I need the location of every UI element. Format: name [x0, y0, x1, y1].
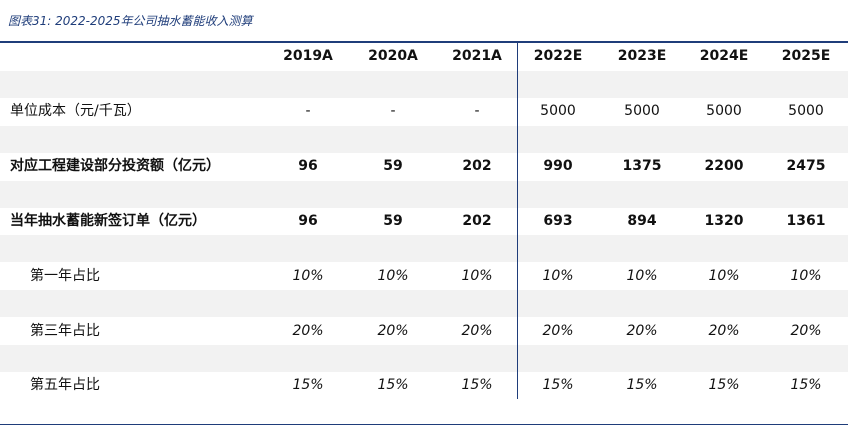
- cell: 5000: [624, 103, 660, 120]
- bottom-rule: [0, 424, 848, 425]
- column-header: 2019A: [283, 48, 333, 64]
- divider: [517, 43, 518, 399]
- cell: 2475: [786, 158, 826, 175]
- cell: 990: [543, 158, 573, 175]
- column-header: 2025E: [781, 48, 831, 64]
- column-header: 2021A: [452, 48, 502, 64]
- row-shade: [0, 180, 848, 208]
- cell: 20%: [790, 322, 822, 339]
- column-header: 2024E: [699, 48, 749, 64]
- cell: 10%: [461, 267, 493, 284]
- title: 图表31: 2022-2025年公司抽水蓄能收入测算: [8, 14, 253, 28]
- cell: 10%: [292, 267, 324, 284]
- row-shade: [0, 235, 848, 263]
- cell: 96: [298, 213, 318, 229]
- cell: 1320: [704, 213, 744, 229]
- cell: 5000: [706, 103, 742, 120]
- row-shade: [0, 71, 848, 98]
- row-shade: [0, 125, 848, 153]
- cell: 15%: [542, 377, 574, 394]
- row-label: 对应工程建设部分投资额（亿元）: [10, 158, 220, 175]
- cell: 202: [462, 158, 492, 175]
- cell: 2200: [704, 158, 744, 175]
- row-label: 单位成本（元/千瓦）: [10, 103, 141, 120]
- top-rule: [0, 41, 848, 43]
- row-label: 第一年占比: [30, 267, 100, 284]
- cell: 20%: [626, 322, 658, 339]
- cell: 10%: [790, 267, 822, 284]
- cell: 59: [383, 213, 403, 229]
- cell: 20%: [461, 322, 493, 339]
- cell: 693: [543, 213, 573, 229]
- cell: 96: [298, 158, 318, 175]
- cell: 15%: [292, 377, 324, 394]
- row-label: 当年抽水蓄能新签订单（亿元）: [10, 213, 206, 229]
- cell: 202: [462, 213, 492, 229]
- cell: 5000: [788, 103, 824, 120]
- cell: 1361: [786, 213, 826, 229]
- cell: 20%: [542, 322, 574, 339]
- cell: 5000: [540, 103, 576, 120]
- row-label: 第三年占比: [30, 322, 100, 339]
- cell: 10%: [708, 267, 740, 284]
- cell: 15%: [377, 377, 409, 394]
- column-header: 2022E: [533, 48, 583, 64]
- cell: 15%: [626, 377, 658, 394]
- cell: 20%: [292, 322, 324, 339]
- cell: 15%: [790, 377, 822, 394]
- cell: 20%: [377, 322, 409, 339]
- cell: 894: [627, 213, 657, 229]
- cell: 59: [383, 158, 403, 175]
- cell: -: [474, 103, 480, 120]
- row-shade: [0, 345, 848, 372]
- cell: 15%: [461, 377, 493, 394]
- row-label: 第五年占比: [30, 377, 100, 394]
- cell: 10%: [377, 267, 409, 284]
- cell: 10%: [626, 267, 658, 284]
- column-header: 2023E: [617, 48, 667, 64]
- row-shade: [0, 290, 848, 318]
- cell: 1375: [622, 158, 662, 175]
- cell: 15%: [708, 377, 740, 394]
- column-header: 2020A: [368, 48, 418, 64]
- cell: 10%: [542, 267, 574, 284]
- cell: -: [305, 103, 311, 120]
- cell: -: [390, 103, 396, 120]
- cell: 20%: [708, 322, 740, 339]
